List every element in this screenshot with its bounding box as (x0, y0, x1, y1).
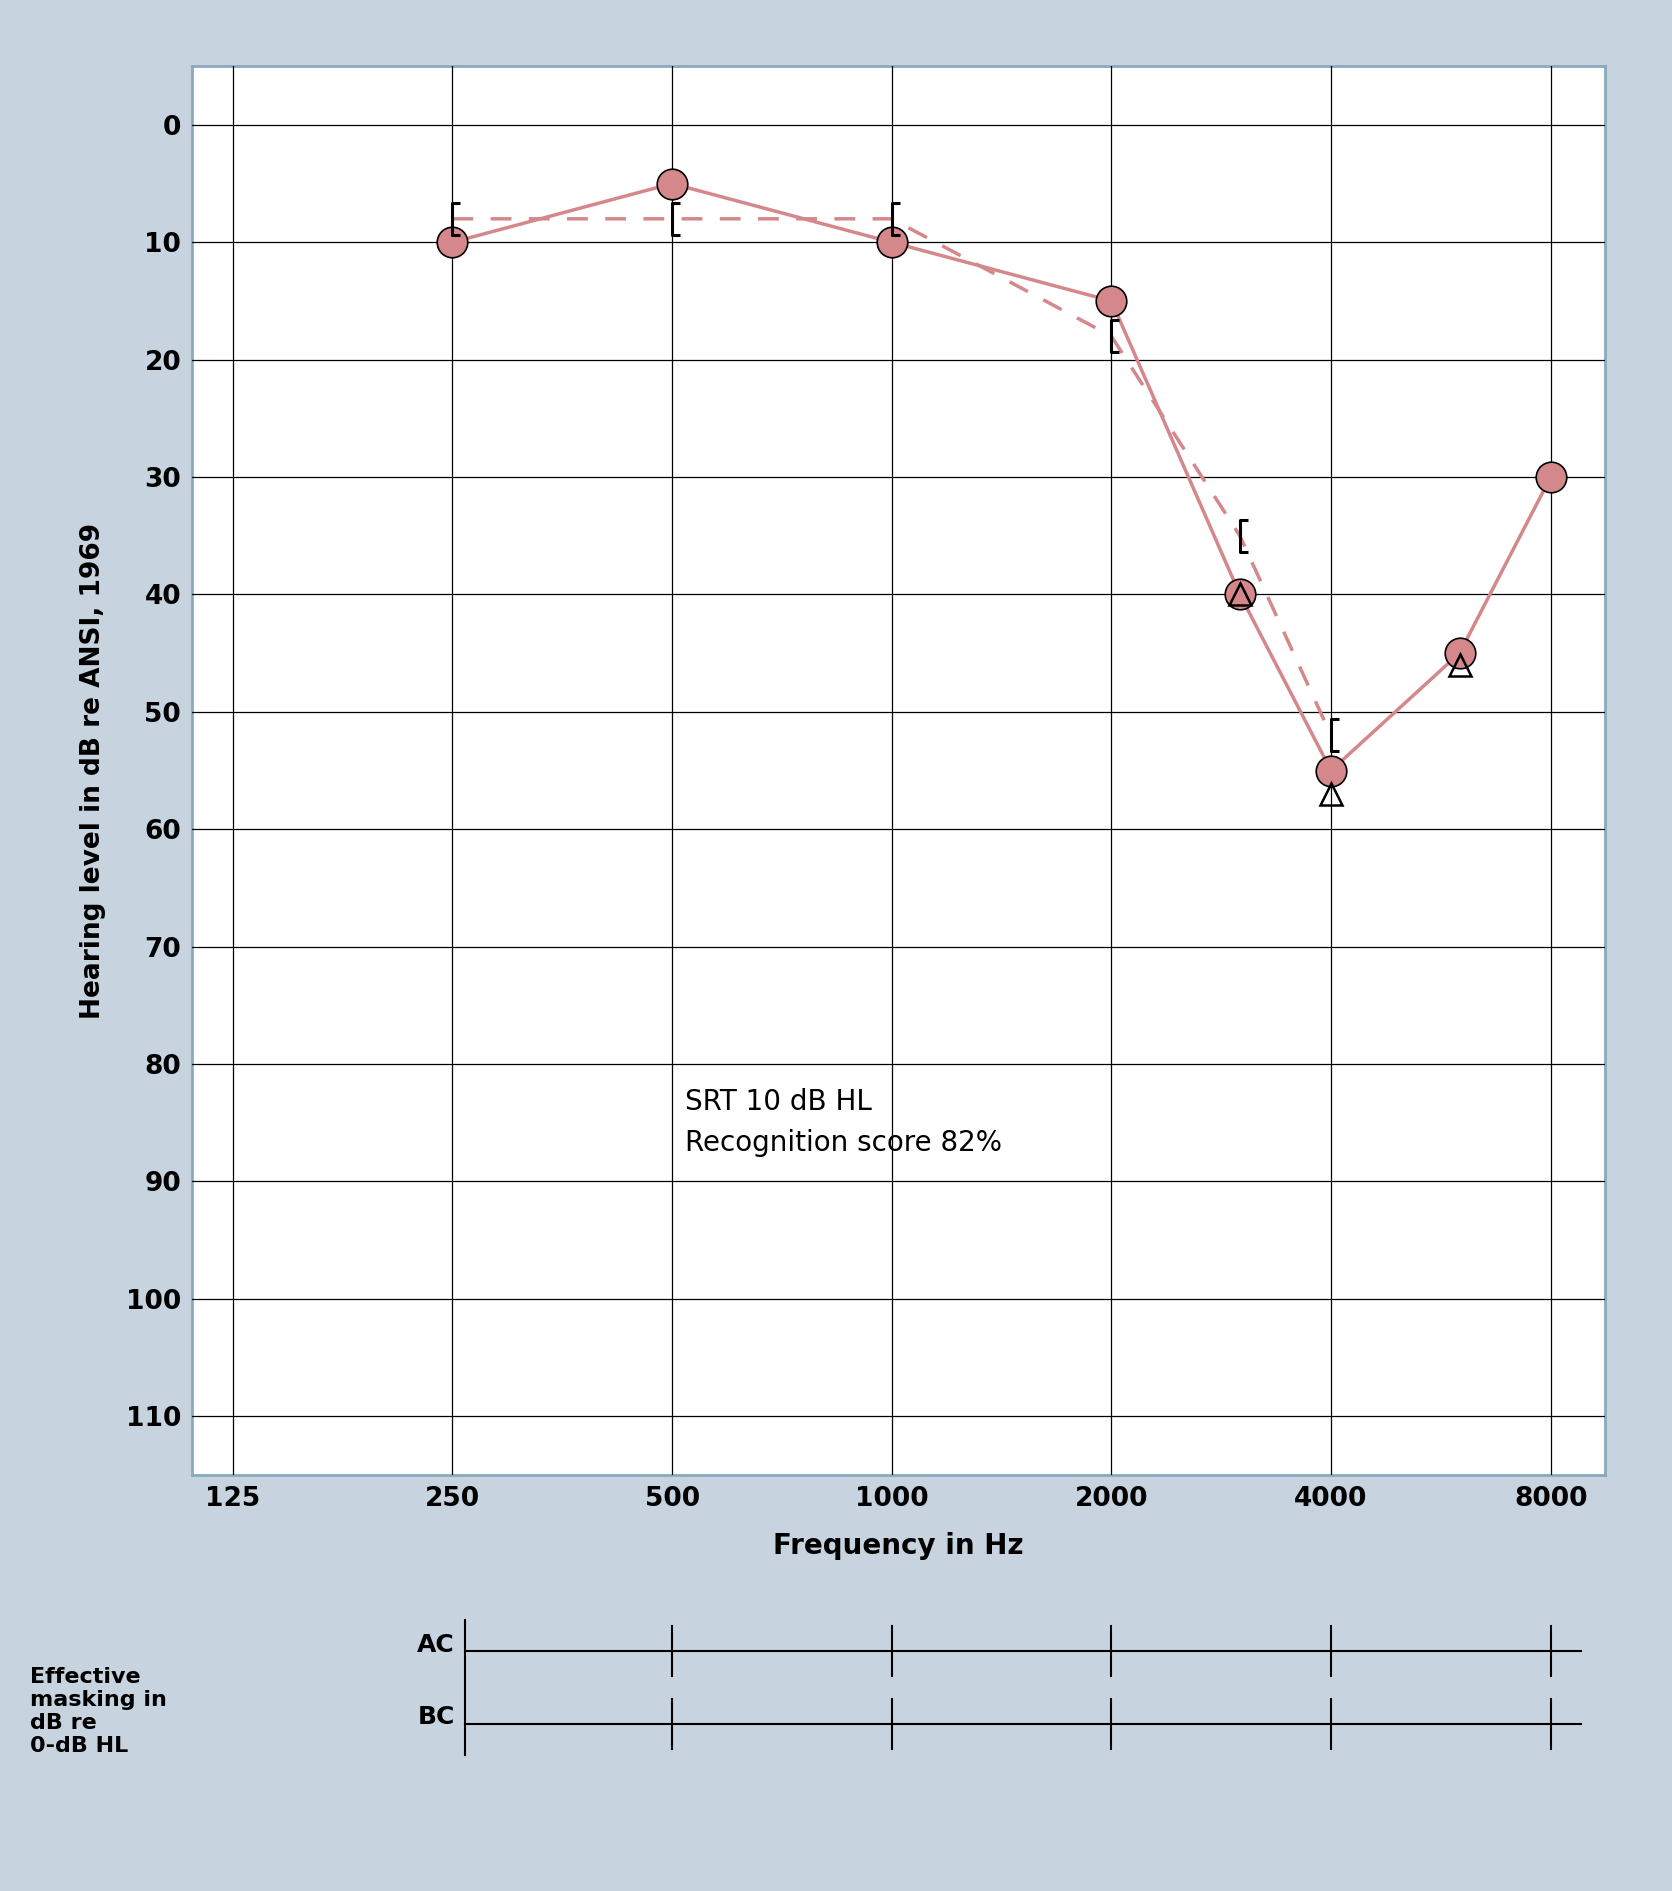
Y-axis label: Hearing level in dB re ANSI, 1969: Hearing level in dB re ANSI, 1969 (80, 522, 107, 1019)
Text: Effective
masking in
dB re
0-dB HL: Effective masking in dB re 0-dB HL (30, 1666, 167, 1757)
Text: AC: AC (418, 1632, 455, 1657)
Text: SRT 10 dB HL
Recognition score 82%: SRT 10 dB HL Recognition score 82% (684, 1087, 1002, 1157)
Text: BC: BC (418, 1706, 455, 1730)
X-axis label: Frequency in Hz: Frequency in Hz (774, 1532, 1023, 1560)
